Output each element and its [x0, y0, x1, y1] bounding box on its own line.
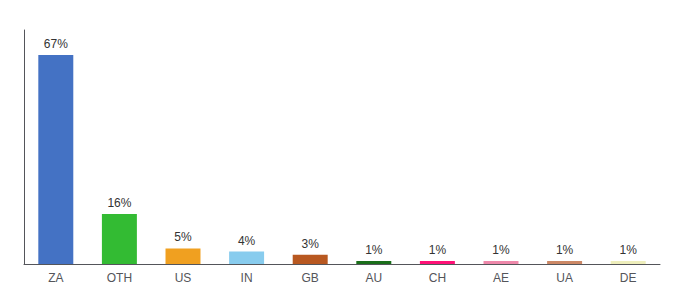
svg-text:1%: 1% — [556, 243, 574, 257]
svg-text:AU: AU — [365, 271, 382, 285]
svg-text:4%: 4% — [238, 234, 256, 248]
svg-text:US: US — [175, 271, 192, 285]
svg-text:3%: 3% — [302, 237, 320, 251]
svg-text:IN: IN — [241, 271, 253, 285]
svg-text:5%: 5% — [174, 230, 192, 244]
svg-text:1%: 1% — [620, 243, 638, 257]
svg-text:CH: CH — [429, 271, 446, 285]
svg-text:1%: 1% — [365, 243, 383, 257]
svg-text:UA: UA — [556, 271, 573, 285]
svg-text:ZA: ZA — [48, 271, 63, 285]
svg-text:16%: 16% — [107, 196, 131, 210]
svg-text:1%: 1% — [492, 243, 510, 257]
svg-text:1%: 1% — [429, 243, 447, 257]
svg-text:AE: AE — [493, 271, 509, 285]
svg-text:67%: 67% — [44, 37, 68, 51]
svg-text:OTH: OTH — [107, 271, 132, 285]
svg-text:DE: DE — [620, 271, 637, 285]
svg-text:GB: GB — [302, 271, 319, 285]
